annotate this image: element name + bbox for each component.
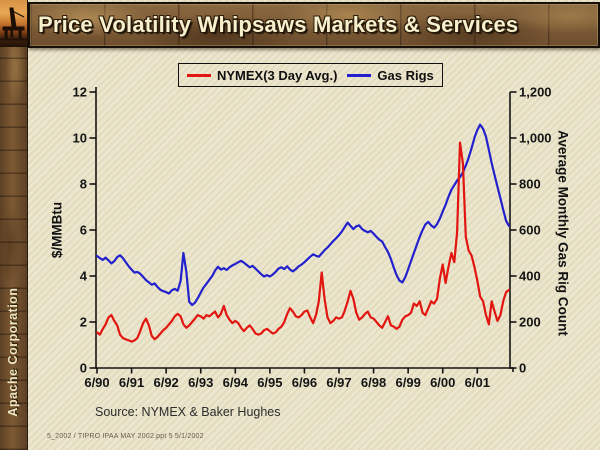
x-axis-tick-label: 6/95 xyxy=(257,375,282,390)
right-axis-tick-label: 600 xyxy=(519,223,541,238)
left-axis-tick-label: 2 xyxy=(80,315,87,330)
gas-rigs-line xyxy=(95,123,511,307)
right-axis-tick-label: 1,000 xyxy=(519,131,552,146)
gas-rigs-legend-label: Gas Rigs xyxy=(377,67,434,83)
title-banner: Price Volatility Whipsaws Markets & Serv… xyxy=(28,2,600,48)
x-axis-tick-label: 6/93 xyxy=(188,375,213,390)
page-title: Price Volatility Whipsaws Markets & Serv… xyxy=(38,12,519,37)
left-axis-tick-label: 10 xyxy=(73,131,87,146)
sidebar-wood-strip: Apache Corporation xyxy=(0,0,28,450)
x-axis-tick-label: 6/96 xyxy=(292,375,317,390)
oil-rig-silhouette xyxy=(0,7,28,41)
nymex-legend-swatch xyxy=(187,73,211,77)
footer-filename: 5_2002 / TIPRO IPAA MAY 2002.ppt 5 5/1/2… xyxy=(47,433,204,440)
x-axis-tick-label: 6/99 xyxy=(396,375,421,390)
right-axis-title: Average Monthly Gas Rig Count xyxy=(555,130,571,336)
left-axis-tick-label: 8 xyxy=(80,177,87,192)
left-axis-title: $/MMBtu xyxy=(49,201,65,259)
left-axis-tick-label: 4 xyxy=(80,269,88,284)
company-name-vertical: Apache Corporation xyxy=(6,287,20,417)
nymex-legend-label: NYMEX(3 Day Avg.) xyxy=(217,67,338,83)
x-axis-tick-label: 6/90 xyxy=(84,375,109,390)
gas-rigs-legend-swatch xyxy=(347,73,372,77)
source-note: Source: NYMEX & Baker Hughes xyxy=(95,405,281,419)
oil-rig-photo xyxy=(0,0,28,47)
x-axis-tick-label: 6/91 xyxy=(119,375,144,390)
x-axis-tick-label: 6/92 xyxy=(153,375,178,390)
nymex-price-line xyxy=(95,141,511,343)
x-axis-tick-label: 6/00 xyxy=(430,375,455,390)
left-axis-tick-label: 12 xyxy=(73,85,87,100)
chart-legend: NYMEX(3 Day Avg.) Gas Rigs xyxy=(178,63,443,87)
x-axis-tick-label: 6/97 xyxy=(326,375,351,390)
right-axis-tick-label: 1,200 xyxy=(519,85,552,100)
x-axis-tick-label: 6/01 xyxy=(465,375,490,390)
left-axis-tick-label: 0 xyxy=(80,361,87,376)
x-axis-tick-label: 6/98 xyxy=(361,375,386,390)
right-axis-tick-label: 0 xyxy=(519,361,526,376)
right-axis-tick-label: 200 xyxy=(519,315,541,330)
right-axis-tick-label: 800 xyxy=(519,177,541,192)
x-axis-tick-label: 6/94 xyxy=(223,375,249,390)
left-axis-tick-label: 6 xyxy=(80,223,87,238)
right-axis-tick-label: 400 xyxy=(519,269,541,284)
